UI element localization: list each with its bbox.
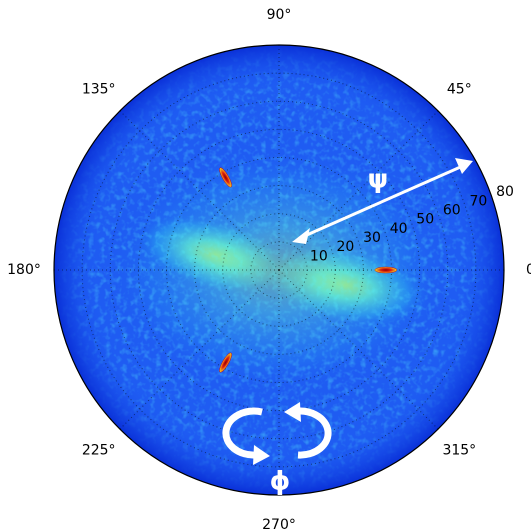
theta-tick-label: 180°: [7, 262, 41, 278]
r-grid-line: [222, 213, 336, 327]
psi-label: ψ: [368, 165, 389, 195]
theta-tick-label: 225°: [82, 442, 116, 458]
theta-tick-label: 0°: [526, 262, 531, 278]
r-tick-label: 40: [390, 221, 408, 237]
theta-tick-label: 315°: [442, 442, 476, 458]
r-tick-label: 20: [337, 239, 355, 255]
theta-tick-label: 45°: [447, 82, 472, 98]
r-tick-label: 50: [416, 212, 434, 228]
peak: [374, 266, 398, 274]
r-tick-label: 70: [469, 193, 487, 209]
phi-arrows: [222, 402, 332, 465]
r-grid-line: [137, 128, 421, 412]
r-grid-line: [250, 241, 308, 299]
r-grid-line: [81, 72, 477, 468]
theta-tick-label: 135°: [82, 82, 116, 98]
peak: [219, 352, 232, 373]
theta-grid-line: [278, 110, 439, 271]
r-tick-label: 60: [443, 203, 461, 219]
theta-grid-line: [119, 110, 280, 271]
theta-tick-label: 270°: [262, 517, 296, 530]
r-grid-line: [194, 185, 364, 355]
theta-tick-label: 90°: [267, 7, 292, 23]
r-tick-label: 10: [310, 248, 328, 264]
psi-arrow: [292, 158, 473, 244]
r-tick-label: 30: [363, 230, 381, 246]
peak: [219, 167, 232, 188]
r-tick-label: 80: [496, 184, 514, 200]
r-grid-line: [109, 100, 449, 440]
phi-label: ϕ: [270, 467, 291, 497]
